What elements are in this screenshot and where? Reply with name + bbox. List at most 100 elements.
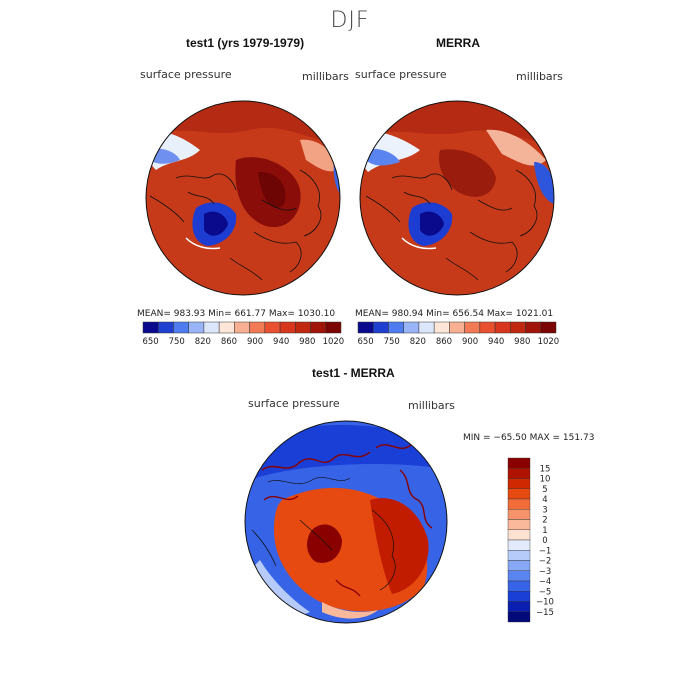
panel2-colorbar-swatch bbox=[510, 321, 526, 334]
panel1-map-region-core bbox=[258, 171, 286, 209]
panel3-map bbox=[244, 420, 448, 624]
panel3-colorbar-swatch bbox=[507, 601, 531, 612]
panel2-colorbar-swatch bbox=[418, 321, 435, 334]
panel1-colorbar-tick-label: 750 bbox=[169, 337, 185, 347]
panel1-colorbar: 650 750 820 860 900 940 980 1020 bbox=[142, 321, 345, 347]
panel2-map-region-mid bbox=[486, 129, 546, 166]
panel1-colorbar-swatch bbox=[173, 321, 189, 334]
panel1-variable-label: surface pressure bbox=[140, 68, 232, 81]
panel3-colorbar-swatch bbox=[507, 468, 531, 479]
panel2-colorbar: 650 750 820 860 900 940 980 1020 bbox=[357, 321, 560, 347]
panel3-colorbar-tick-label: −5 bbox=[539, 587, 552, 597]
panel3-colorbar-tick-label: 15 bbox=[540, 464, 551, 474]
panel3-colorbar-swatch bbox=[507, 560, 531, 571]
panel2-colorbar-tick-label: 820 bbox=[410, 337, 426, 347]
panel2-map-region-arctic-high bbox=[438, 149, 496, 197]
panel3-colorbar-swatch bbox=[507, 498, 531, 510]
panel1-colorbar-swatch bbox=[310, 321, 327, 334]
panel3-units-label: millibars bbox=[408, 399, 455, 412]
panel3-map-region-north-low bbox=[250, 425, 447, 480]
panel2-colorbar-tick-label: 980 bbox=[514, 337, 530, 347]
panel3-colorbar-tick-label: −15 bbox=[536, 608, 554, 618]
panel3-colorbar-tick-label: 3 bbox=[542, 505, 547, 515]
panel3-colorbar-swatch bbox=[507, 509, 531, 520]
panel1-colorbar-swatch bbox=[264, 321, 281, 334]
panel1-colorbar-swatch bbox=[157, 321, 174, 334]
panel3-colorbar-swatch bbox=[507, 591, 531, 602]
panel1-colorbar-swatch bbox=[234, 321, 250, 334]
panel3-colorbar-tick-label: 5 bbox=[542, 485, 547, 495]
panel2-colorbar-swatch bbox=[464, 321, 481, 334]
panel2-stats: MEAN= 980.94 Min= 656.54 Max= 1021.01 bbox=[355, 309, 554, 319]
panel1-colorbar-swatch bbox=[325, 321, 342, 334]
panel2-colorbar-swatch bbox=[449, 321, 465, 334]
panel2-units-label: millibars bbox=[516, 70, 563, 83]
panel3-colorbar-tick-label: 4 bbox=[542, 495, 547, 505]
panel1-colorbar-tick-label: 1020 bbox=[323, 337, 345, 347]
panel3-colorbar-swatch bbox=[507, 570, 531, 582]
panel1-colorbar-swatch bbox=[295, 321, 311, 334]
panel1-colorbar-swatch bbox=[142, 321, 159, 334]
panel3-colorbar-tick-label: 10 bbox=[540, 475, 551, 485]
panel2-map-region-greenland-core bbox=[420, 211, 444, 236]
panel1-colorbar-swatch bbox=[279, 321, 296, 334]
panel1-colorbar-tick-label: 820 bbox=[195, 337, 211, 347]
panel2-colorbar-tick-label: 650 bbox=[357, 337, 373, 347]
panel3-colorbar-tick-label: 0 bbox=[542, 536, 547, 546]
panel3-colorbar-swatch bbox=[507, 580, 531, 592]
season-title: DJF bbox=[330, 8, 370, 33]
panel1-colorbar-swatch bbox=[218, 321, 235, 334]
panel1-colorbar-tick-label: 900 bbox=[247, 337, 263, 347]
panel1-colorbar-swatch bbox=[203, 321, 220, 334]
panel1-colorbar-tick-label: 650 bbox=[142, 337, 158, 347]
panel2-colorbar-tick-label: 900 bbox=[462, 337, 478, 347]
panel3-title: test1 - MERRA bbox=[312, 366, 395, 380]
panel1-map-region-mid bbox=[300, 139, 340, 172]
panel2-title: MERRA bbox=[436, 36, 480, 50]
panel3-colorbar-swatch bbox=[507, 478, 531, 489]
panel1-colorbar-tick-label: 940 bbox=[273, 337, 289, 347]
panel2-colorbar-tick-label: 940 bbox=[488, 337, 504, 347]
panel1-map-region-greenland-core bbox=[204, 211, 228, 236]
panel3-map-region-pacific bbox=[254, 560, 310, 620]
panel3-colorbar-swatch bbox=[507, 519, 531, 530]
panel2-colorbar-swatch bbox=[388, 321, 404, 334]
panel2-colorbar-swatch bbox=[494, 321, 511, 334]
panel3-colorbar-swatch bbox=[507, 550, 531, 561]
panel3-map-region-margin bbox=[322, 602, 378, 619]
panel2-colorbar-swatch bbox=[540, 321, 557, 334]
panel2-map-region-low bbox=[366, 148, 400, 166]
panel2-variable-label: surface pressure bbox=[355, 68, 447, 81]
panel1-map bbox=[145, 100, 341, 296]
panel3-colorbar-swatch bbox=[507, 457, 531, 469]
panel3-colorbar-swatch bbox=[507, 488, 531, 500]
panel3-colorbar-tick-label: −1 bbox=[539, 546, 552, 556]
panel3-colorbar-swatch bbox=[507, 611, 531, 623]
panel3-colorbar-tick-label: −10 bbox=[536, 598, 554, 608]
panel2-map bbox=[359, 100, 555, 296]
panel1-title: test1 (yrs 1979-1979) bbox=[186, 36, 305, 50]
panel1-stats: MEAN= 983.93 Min= 661.77 Max= 1030.10 bbox=[137, 309, 336, 319]
panel2-colorbar-swatch bbox=[372, 321, 389, 334]
panel1-colorbar-tick-label: 980 bbox=[299, 337, 315, 347]
panel2-colorbar-tick-label: 750 bbox=[384, 337, 400, 347]
panel1-units-label: millibars bbox=[302, 70, 349, 83]
panel2-colorbar-tick-label: 860 bbox=[436, 337, 452, 347]
panel2-map-region-tibet bbox=[534, 162, 554, 204]
panel2-colorbar-swatch bbox=[357, 321, 374, 334]
panel2-colorbar-tick-label: 1020 bbox=[538, 337, 560, 347]
panel3-colorbar-swatch bbox=[507, 529, 531, 541]
panel2-colorbar-swatch bbox=[403, 321, 420, 334]
panel3-colorbar-swatch bbox=[507, 539, 531, 551]
panel3-colorbar-tick-label: −2 bbox=[539, 557, 552, 567]
panel1-colorbar-tick-label: 860 bbox=[221, 337, 237, 347]
panel3-colorbar-tick-label: 1 bbox=[542, 526, 547, 536]
panel3-variable-label: surface pressure bbox=[248, 397, 340, 410]
panel2-colorbar-swatch bbox=[479, 321, 496, 334]
panel1-colorbar-swatch bbox=[188, 321, 205, 334]
panel1-colorbar-swatch bbox=[249, 321, 266, 334]
panel3-colorbar-tick-label: 2 bbox=[542, 516, 547, 526]
panel3-colorbar-tick-label: −4 bbox=[539, 577, 552, 587]
